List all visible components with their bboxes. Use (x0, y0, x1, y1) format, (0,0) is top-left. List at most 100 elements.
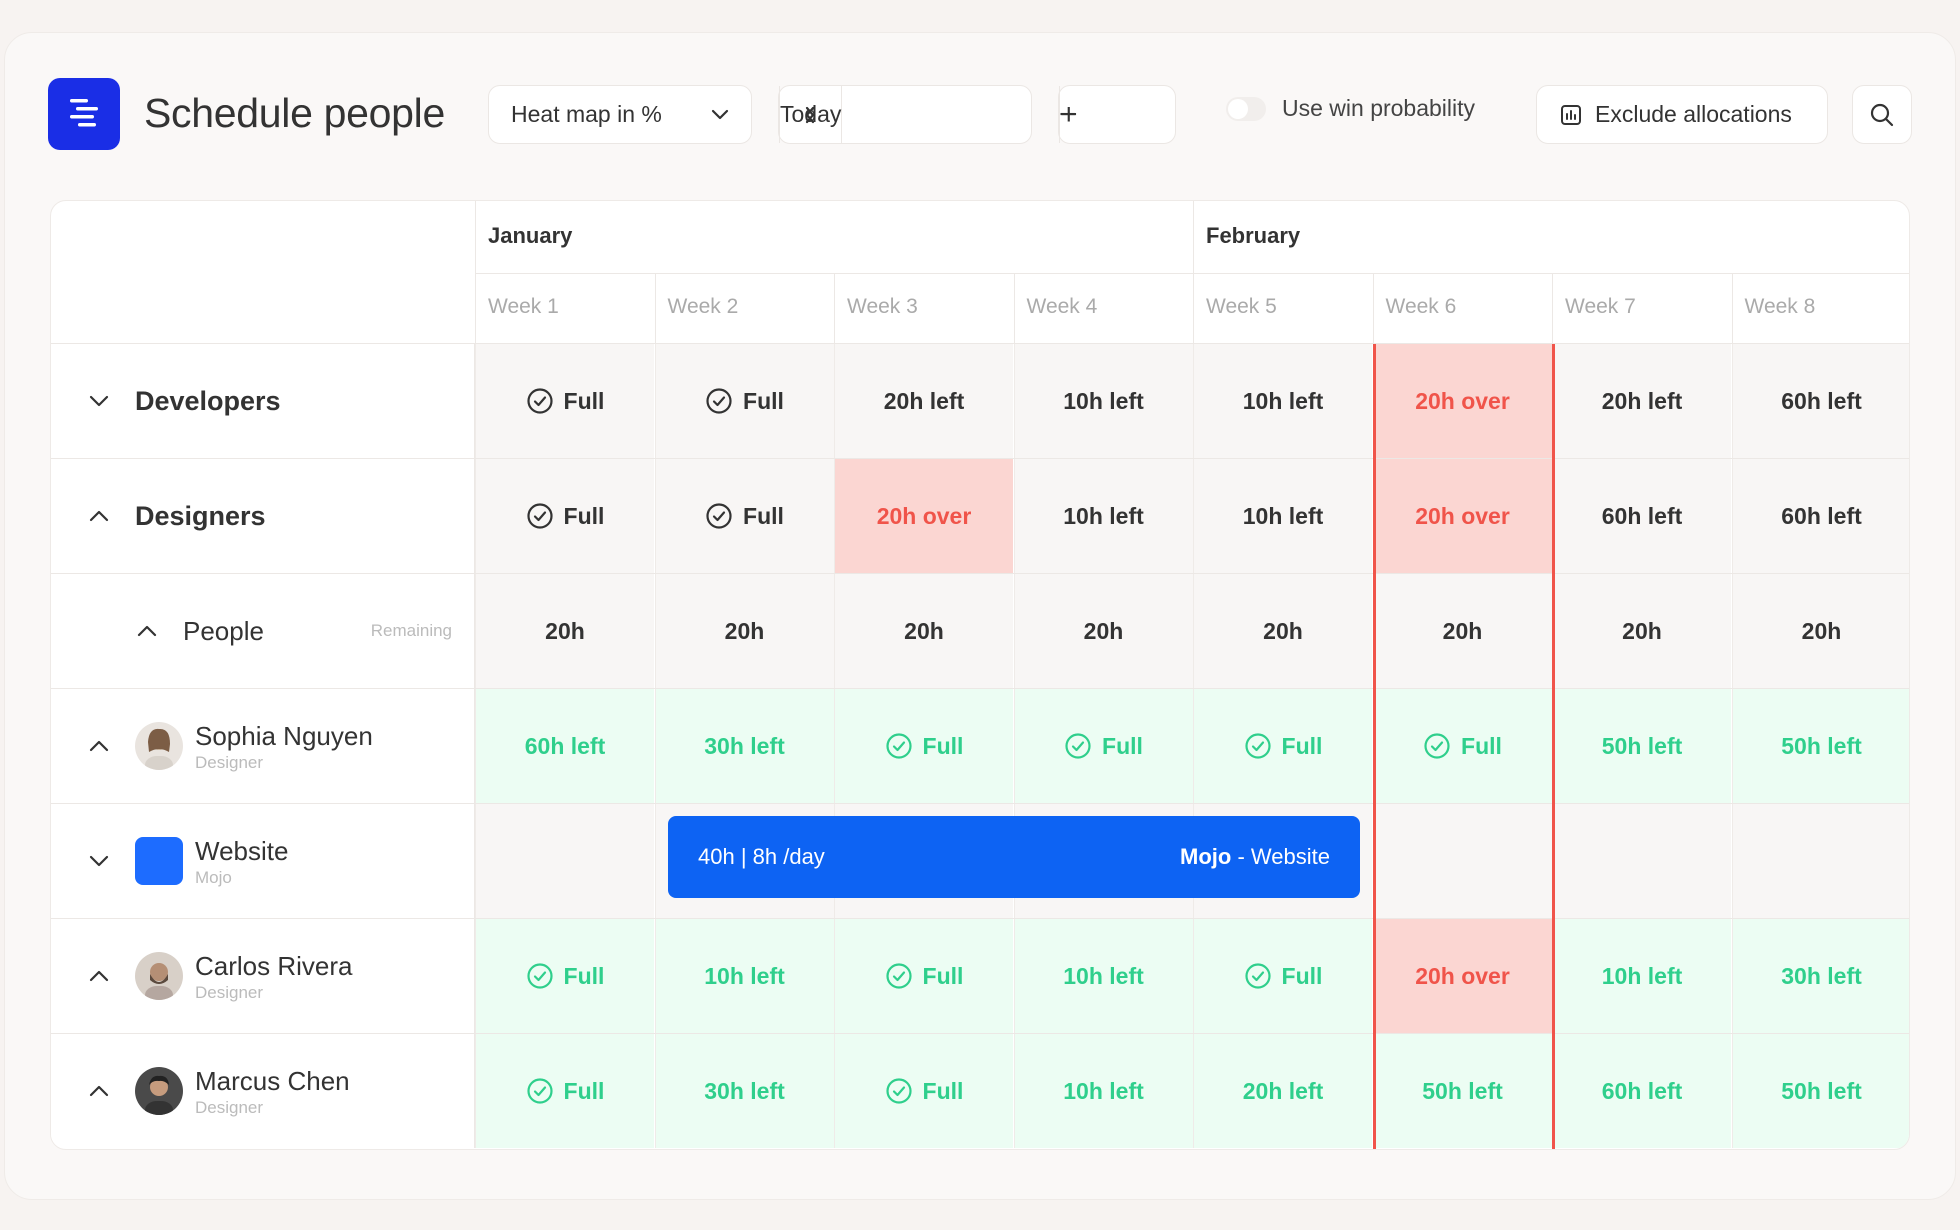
capacity-value: 20h left (883, 388, 965, 414)
current-week-marker-right (1552, 344, 1555, 1149)
allocation-bar[interactable]: 40h | 8h /day Mojo - Website (668, 816, 1360, 898)
capacity-value: 10h left (1063, 388, 1144, 414)
capacity-cell[interactable]: 10h left (1013, 344, 1193, 458)
capacity-cell[interactable]: Full (1013, 689, 1193, 803)
capacity-cell[interactable]: 50h left (1372, 1034, 1552, 1148)
person-sophia-nguyen[interactable]: Sophia Nguyen Designer (51, 689, 475, 803)
capacity-cell[interactable]: 20h over (834, 459, 1013, 573)
month-january: January (475, 201, 1193, 273)
capacity-cell[interactable]: 20h left (1552, 344, 1731, 458)
project-website[interactable]: Website Mojo (51, 804, 475, 918)
check-circle-icon (1065, 733, 1091, 759)
allocation-cell[interactable] (1731, 804, 1909, 918)
chevron-up-icon[interactable] (87, 964, 111, 988)
capacity-cell[interactable]: 20h left (834, 344, 1013, 458)
zoom-controls: − + (1058, 85, 1176, 144)
group-label: Designers (135, 500, 266, 531)
capacity-cell[interactable]: Full (654, 459, 834, 573)
capacity-cell[interactable]: 60h left (1552, 1034, 1731, 1148)
capacity-cell[interactable]: 60h left (1731, 344, 1909, 458)
capacity-cell[interactable]: 20h (1372, 574, 1552, 688)
capacity-cell[interactable]: Full (1372, 689, 1552, 803)
toggle-switch[interactable] (1226, 96, 1266, 121)
capacity-cell[interactable]: Full (475, 919, 654, 1033)
capacity-cell[interactable]: 50h left (1731, 1034, 1909, 1148)
capacity-cell[interactable]: 10h left (1193, 344, 1372, 458)
capacity-cell[interactable]: 20h (1193, 574, 1372, 688)
prev-button[interactable] (779, 86, 841, 143)
person-marcus-chen[interactable]: Marcus Chen Designer (51, 1034, 475, 1148)
capacity-cell[interactable]: Full (834, 689, 1013, 803)
capacity-value: Full (922, 1078, 964, 1104)
week-header: Week 3 (834, 273, 1013, 343)
zoom-out-button[interactable]: − (1059, 97, 1077, 131)
search-button[interactable] (1852, 85, 1912, 144)
capacity-value: 20h (904, 618, 944, 644)
check-circle-icon (706, 503, 732, 529)
capacity-cell[interactable]: 60h left (475, 689, 654, 803)
capacity-cell[interactable]: 10h left (1013, 459, 1193, 573)
capacity-cell[interactable]: 20h (475, 574, 654, 688)
capacity-cell[interactable]: 20h (1013, 574, 1193, 688)
zoom-in-button[interactable]: + (1059, 86, 1078, 143)
capacity-cell[interactable]: 60h left (1731, 459, 1909, 573)
chevron-up-icon[interactable] (87, 1079, 111, 1103)
check-circle-icon (885, 1078, 912, 1104)
capacity-value: 20h left (1601, 388, 1683, 414)
capacity-cell[interactable]: 50h left (1731, 689, 1909, 803)
group-people[interactable]: People Remaining (51, 574, 475, 688)
allocation-cell[interactable] (1552, 804, 1731, 918)
capacity-cell[interactable]: 20h left (1193, 1034, 1372, 1148)
check-circle-icon (885, 733, 912, 759)
capacity-cell[interactable]: Full (475, 459, 654, 573)
group-designers[interactable]: Designers (51, 459, 475, 573)
today-button[interactable]: Today (779, 86, 843, 143)
capacity-cell[interactable]: 10h left (1193, 459, 1372, 573)
capacity-value: Full (743, 388, 784, 414)
capacity-cell[interactable]: Full (475, 1034, 654, 1148)
capacity-cell[interactable]: 10h left (1013, 1034, 1193, 1148)
capacity-cell[interactable]: Full (654, 344, 834, 458)
capacity-cell[interactable]: 10h left (1552, 919, 1731, 1033)
chevron-up-icon[interactable] (87, 734, 111, 758)
allocation-cell[interactable] (475, 804, 654, 918)
capacity-cell[interactable]: 50h left (1552, 689, 1731, 803)
capacity-cell[interactable]: Full (1193, 689, 1372, 803)
capacity-cell[interactable]: 30h left (1731, 919, 1909, 1033)
capacity-cell[interactable]: 10h left (654, 919, 834, 1033)
win-probability-toggle[interactable]: Use win probability (1226, 95, 1475, 122)
capacity-cell[interactable]: Full (1193, 919, 1372, 1033)
chevron-down-icon[interactable] (87, 849, 111, 873)
capacity-value: 10h left (704, 963, 785, 989)
chevron-up-icon[interactable] (87, 504, 111, 528)
capacity-cell[interactable]: 30h left (654, 1034, 834, 1148)
app-logo-icon[interactable] (48, 78, 120, 150)
chevron-up-icon[interactable] (135, 619, 159, 643)
capacity-cell[interactable]: Full (475, 344, 654, 458)
capacity-cell[interactable]: Full (834, 1034, 1013, 1148)
project-name: Website (195, 836, 289, 866)
capacity-cell[interactable]: 20h (1731, 574, 1909, 688)
capacity-cell[interactable]: 20h over (1372, 344, 1552, 458)
group-developers[interactable]: Developers (51, 344, 475, 458)
exclude-allocations-button[interactable]: Exclude allocations (1536, 85, 1828, 144)
capacity-cell[interactable]: 60h left (1552, 459, 1731, 573)
divider (51, 918, 1909, 919)
chevron-down-icon[interactable] (87, 389, 111, 413)
capacity-value: 60h left (1781, 388, 1862, 414)
capacity-cell[interactable]: 20h (654, 574, 834, 688)
person-role: Designer (195, 1098, 264, 1117)
capacity-cell[interactable]: 20h over (1372, 919, 1552, 1033)
capacity-cell[interactable]: 20h (1552, 574, 1731, 688)
capacity-cell[interactable]: Full (834, 919, 1013, 1033)
capacity-cell[interactable]: 10h left (1013, 919, 1193, 1033)
next-button[interactable] (779, 86, 841, 143)
capacity-cell[interactable]: 20h (834, 574, 1013, 688)
view-mode-select[interactable]: Heat map in % (488, 85, 752, 144)
capacity-cell[interactable]: 20h over (1372, 459, 1552, 573)
allocation-cell[interactable] (1372, 804, 1552, 918)
capacity-value: Full (563, 1078, 605, 1104)
person-carlos-rivera[interactable]: Carlos Rivera Designer (51, 919, 475, 1033)
capacity-cell[interactable]: 30h left (654, 689, 834, 803)
allocation-title: Mojo - Website (1180, 844, 1330, 870)
